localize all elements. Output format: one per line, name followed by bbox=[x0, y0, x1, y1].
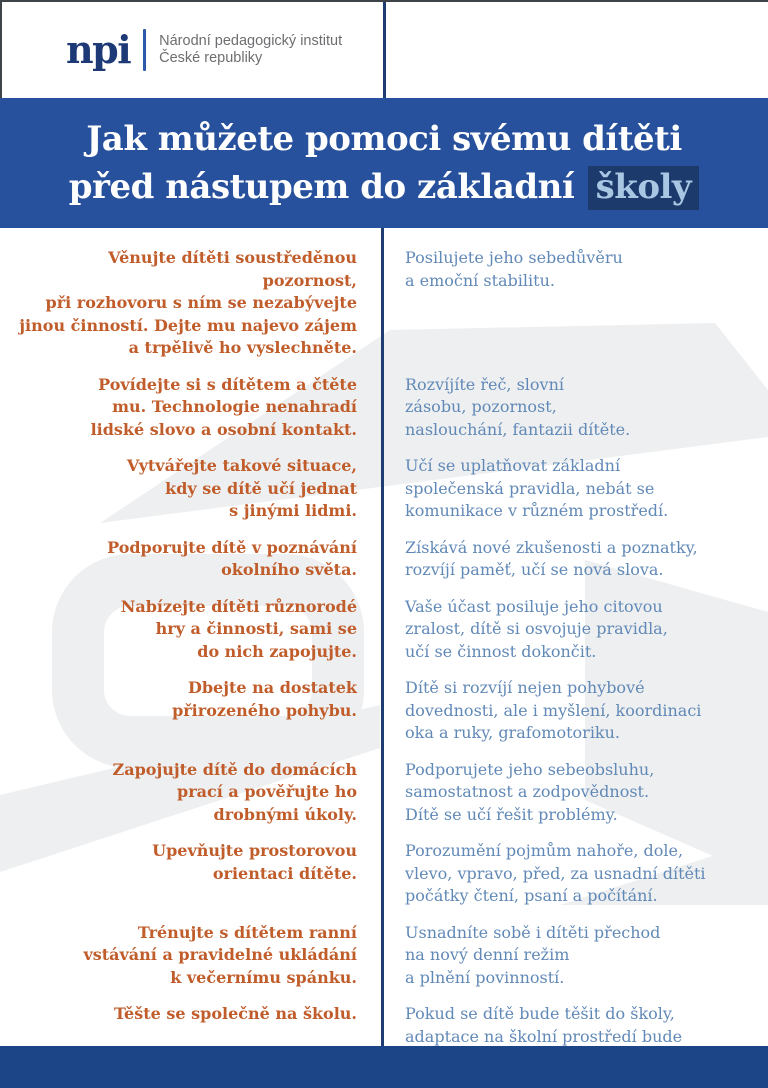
page-title-line2-text: před nástupem do základní bbox=[68, 167, 575, 207]
benefit-text: Vaše účast posiluje jeho citovou zralost… bbox=[405, 596, 668, 661]
advice-text: Nabízejte dítěti různorodé hry a činnost… bbox=[120, 596, 357, 661]
header-center-divider bbox=[383, 2, 386, 98]
logo-org-line2: České republiky bbox=[159, 50, 263, 66]
advice-row: Dbejte na dostatek přirozeného pohybu. D… bbox=[0, 677, 768, 745]
logo-separator bbox=[143, 29, 147, 71]
advice-text: Zapojujte dítě do domácích prací a pověř… bbox=[112, 759, 357, 824]
header: npi Národní pedagogický institut České r… bbox=[0, 2, 768, 98]
footer-band bbox=[0, 1046, 768, 1088]
npi-logo: npi Národní pedagogický institut České r… bbox=[66, 29, 342, 71]
benefit-text: Porozumění pojmům nahoře, dole, vlevo, v… bbox=[405, 841, 706, 905]
advice-row: Věnujte dítěti soustředěnou pozornost, p… bbox=[0, 247, 768, 360]
advice-rows: Věnujte dítěti soustředěnou pozornost, p… bbox=[0, 247, 768, 1046]
advice-row: Těšte se společně na školu. Pokud se dít… bbox=[0, 1003, 768, 1046]
benefit-text: Získává nové zkušenosti a poznatky, rozv… bbox=[405, 537, 698, 580]
page-title-line2: před nástupem do základní školy bbox=[68, 163, 700, 211]
advice-text: Trénujte s dítětem ranní vstávání a prav… bbox=[83, 922, 357, 987]
title-band: Jak můžete pomoci svému dítěti před nást… bbox=[0, 98, 768, 228]
advice-row: Zapojujte dítě do domácích prací a pověř… bbox=[0, 759, 768, 827]
logo-org-name: Národní pedagogický institut České repub… bbox=[159, 33, 342, 67]
advice-text: Upevňujte prostorovou orientaci dítěte. bbox=[152, 841, 357, 883]
benefit-text: Pokud se dítě bude těšit do školy, adapt… bbox=[405, 1004, 683, 1046]
benefit-text: Podporujete jeho sebeobsluhu, samostatno… bbox=[405, 759, 655, 824]
benefit-text: Dítě si rozvíjí nejen pohybové dovednost… bbox=[405, 678, 702, 742]
advice-text: Vytvářejte takové situace, kdy se dítě u… bbox=[126, 456, 357, 520]
benefit-text: Rozvíjíte řeč, slovní zásobu, pozornost,… bbox=[405, 374, 631, 439]
advice-text: Těšte se společně na školu. bbox=[113, 1004, 357, 1023]
advice-text: Dbejte na dostatek přirozeného pohybu. bbox=[172, 678, 357, 720]
benefit-text: Posilujete jeho sebedůvěru a emoční stab… bbox=[405, 248, 623, 290]
logo-org-line1: Národní pedagogický institut bbox=[159, 33, 343, 49]
advice-row: Nabízejte dítěti různorodé hry a činnost… bbox=[0, 596, 768, 664]
advice-row: Upevňujte prostorovou orientaci dítěte. … bbox=[0, 840, 768, 908]
advice-row: Vytvářejte takové situace, kdy se dítě u… bbox=[0, 455, 768, 523]
advice-row: Trénujte s dítětem ranní vstávání a prav… bbox=[0, 922, 768, 990]
advice-row: Povídejte si s dítětem a čtěte mu. Techn… bbox=[0, 374, 768, 442]
content-center-divider bbox=[381, 228, 384, 1046]
benefit-text: Usnadníte sobě i dítěti přechod na nový … bbox=[405, 922, 661, 987]
advice-row: Podporujte dítě v poznávání okolního svě… bbox=[0, 537, 768, 582]
page-title-line1: Jak můžete pomoci svému dítěti bbox=[86, 119, 682, 159]
advice-content: Věnujte dítěti soustředěnou pozornost, p… bbox=[0, 228, 768, 1046]
page-title-highlight: školy bbox=[587, 166, 700, 210]
benefit-text: Učí se uplatňovat základní společenská p… bbox=[405, 456, 669, 520]
advice-text: Povídejte si s dítětem a čtěte mu. Techn… bbox=[90, 374, 357, 439]
advice-text: Podporujte dítě v poznávání okolního svě… bbox=[107, 537, 357, 580]
npi-logo-wordmark: npi bbox=[66, 27, 132, 72]
advice-text: Věnujte dítěti soustředěnou pozornost, p… bbox=[19, 248, 357, 357]
